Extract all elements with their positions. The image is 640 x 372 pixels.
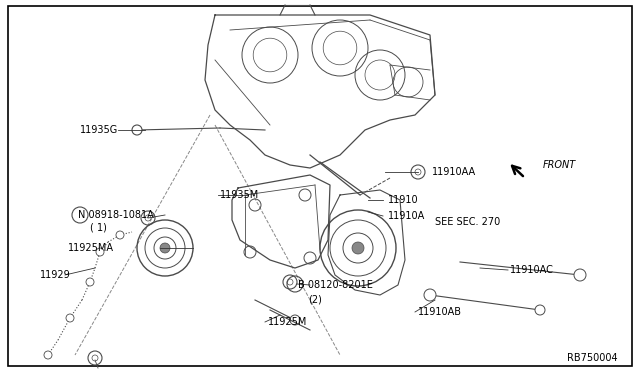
Circle shape — [86, 278, 94, 286]
Text: (2): (2) — [308, 294, 322, 304]
Text: 11910AB: 11910AB — [418, 307, 462, 317]
Text: 11929: 11929 — [40, 270, 71, 280]
Circle shape — [116, 231, 124, 239]
Polygon shape — [232, 175, 330, 268]
Polygon shape — [205, 15, 435, 168]
Text: B 08120-8201E: B 08120-8201E — [298, 280, 373, 290]
Text: ( 1): ( 1) — [90, 223, 107, 233]
Circle shape — [66, 314, 74, 322]
Circle shape — [574, 269, 586, 281]
Text: RB750004: RB750004 — [568, 353, 618, 363]
Circle shape — [88, 351, 102, 365]
Text: 11910A: 11910A — [388, 211, 425, 221]
Circle shape — [96, 248, 104, 256]
Text: 11925M: 11925M — [268, 317, 307, 327]
Circle shape — [44, 351, 52, 359]
Text: 11935M: 11935M — [220, 190, 259, 200]
Circle shape — [424, 289, 436, 301]
Circle shape — [160, 243, 170, 253]
Text: SEE SEC. 270: SEE SEC. 270 — [435, 217, 500, 227]
Polygon shape — [328, 190, 405, 295]
Text: FRONT: FRONT — [543, 160, 576, 170]
Text: 11910AA: 11910AA — [432, 167, 476, 177]
Circle shape — [352, 242, 364, 254]
Circle shape — [411, 165, 425, 179]
Circle shape — [535, 305, 545, 315]
Circle shape — [290, 315, 300, 325]
Text: 11925MA: 11925MA — [68, 243, 114, 253]
Text: 11910: 11910 — [388, 195, 419, 205]
Text: 11910AC: 11910AC — [510, 265, 554, 275]
Circle shape — [132, 125, 142, 135]
Text: N 08918-1081A: N 08918-1081A — [78, 210, 154, 220]
Text: 11935G: 11935G — [80, 125, 118, 135]
Circle shape — [283, 275, 297, 289]
